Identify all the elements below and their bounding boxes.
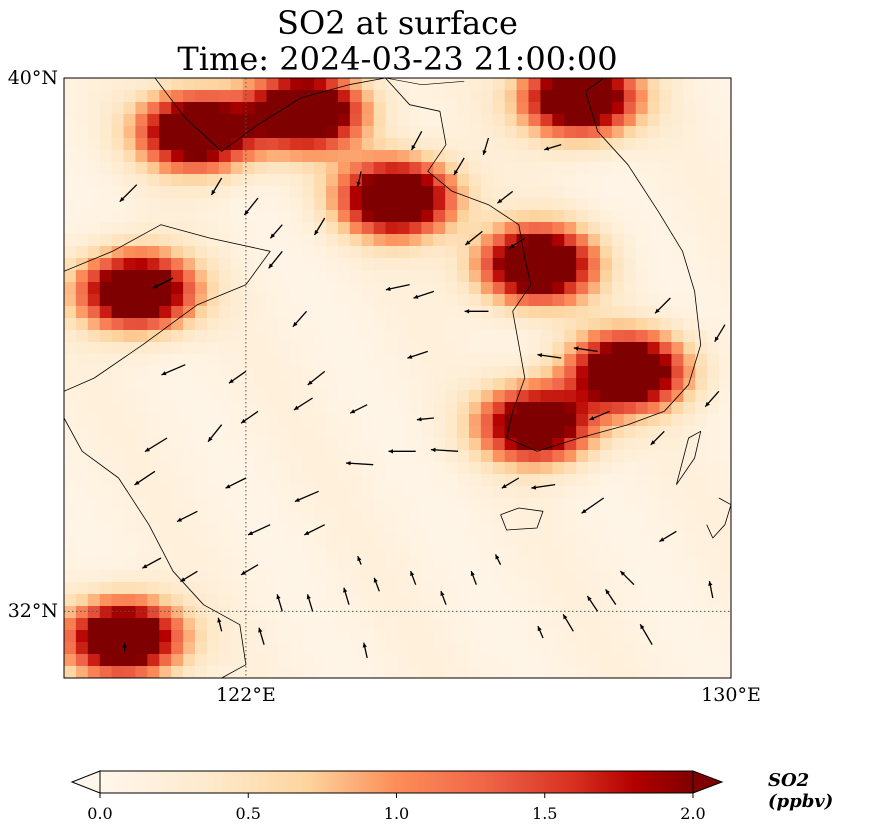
wind-arrow bbox=[537, 353, 562, 359]
wind-arrow bbox=[307, 370, 326, 386]
wind-arrow bbox=[589, 410, 610, 421]
wind-arrow bbox=[142, 557, 162, 569]
so2-field bbox=[64, 78, 731, 678]
wind-arrow bbox=[388, 449, 416, 454]
colorbar-gradient bbox=[100, 771, 693, 793]
wind-arrow bbox=[409, 570, 417, 585]
wind-arrow bbox=[258, 627, 265, 645]
wind-arrow bbox=[639, 623, 653, 645]
wind-arrow bbox=[704, 390, 720, 408]
lon-tick-label: 122°E bbox=[216, 684, 276, 706]
colorbar-tick-label: 1.5 bbox=[532, 804, 558, 823]
wind-arrow bbox=[228, 370, 247, 384]
wind-arrow bbox=[210, 177, 223, 196]
colorbar-tick-label: 1.0 bbox=[383, 804, 410, 823]
wind-arrow bbox=[144, 437, 168, 453]
lon-tick-label: 130°E bbox=[701, 684, 761, 706]
wind-arrow bbox=[430, 447, 459, 453]
wind-arrow bbox=[416, 417, 434, 422]
wind-arrow bbox=[292, 310, 308, 328]
wind-arrow bbox=[407, 350, 429, 359]
colorbar-tick-label: 2.0 bbox=[680, 804, 706, 823]
colorbar-tick-label: 0.0 bbox=[87, 804, 113, 823]
wind-arrow bbox=[293, 397, 313, 411]
wind-arrow bbox=[581, 497, 605, 514]
colorbar-tick-label: 0.5 bbox=[235, 804, 261, 823]
gridlines bbox=[64, 78, 731, 678]
wind-arrow bbox=[562, 613, 574, 632]
wind-arrow bbox=[605, 589, 617, 606]
wind-arrow bbox=[464, 230, 483, 246]
wind-arrow bbox=[304, 524, 326, 536]
wind-arrow bbox=[482, 137, 490, 156]
wind-arrow bbox=[225, 477, 247, 489]
wind-arrow bbox=[122, 642, 127, 652]
wind-arrow bbox=[464, 309, 489, 314]
wind-arrow bbox=[509, 237, 526, 249]
wind-arrow bbox=[659, 530, 677, 543]
wind-arrow bbox=[494, 554, 502, 565]
wind-arrow bbox=[362, 642, 368, 659]
wind-arrow bbox=[346, 461, 374, 466]
wind-arrow bbox=[119, 184, 138, 203]
wind-arrow bbox=[619, 570, 635, 586]
coastlines bbox=[64, 78, 731, 678]
lat-tick-label: 40°N bbox=[7, 67, 58, 89]
wind-arrow bbox=[440, 590, 447, 605]
colorbar-label: SO2 (ppbv) bbox=[768, 770, 834, 812]
wind-arrow bbox=[470, 570, 477, 585]
colorbar-extend-high bbox=[692, 770, 724, 794]
wind-arrow bbox=[356, 171, 362, 187]
wind-arrow bbox=[343, 587, 350, 605]
map-frame bbox=[63, 77, 732, 679]
wind-arrow bbox=[207, 424, 223, 443]
wind-arrow bbox=[501, 477, 520, 489]
wind-arrow bbox=[247, 524, 271, 536]
wind-arrow bbox=[306, 594, 314, 612]
wind-arrow bbox=[269, 224, 283, 239]
wind-arrow bbox=[537, 625, 544, 639]
wind-arrow bbox=[531, 484, 556, 490]
wind-arrow bbox=[650, 430, 665, 446]
wind-arrow bbox=[152, 277, 174, 289]
map-title-line2: Time: 2024-03-23 21:00:00 bbox=[177, 40, 618, 78]
wind-arrow bbox=[134, 470, 156, 486]
wind-arrow bbox=[217, 617, 223, 632]
colorbar bbox=[70, 770, 724, 798]
wind-arrow bbox=[240, 410, 259, 424]
wind-vectors bbox=[119, 131, 726, 659]
wind-arrow bbox=[654, 297, 671, 314]
wind-arrow bbox=[357, 555, 362, 565]
wind-arrow bbox=[240, 564, 259, 576]
wind-arrow bbox=[313, 217, 326, 236]
colorbar-extend-low bbox=[70, 770, 101, 794]
wind-arrow bbox=[180, 570, 198, 583]
wind-arrow bbox=[276, 594, 283, 612]
wind-arrow bbox=[708, 580, 714, 599]
wind-arrow bbox=[349, 404, 368, 414]
wind-arrow bbox=[573, 346, 598, 352]
wind-arrow bbox=[373, 577, 380, 592]
wind-arrow bbox=[161, 364, 186, 376]
wind-arrow bbox=[243, 197, 259, 216]
wind-arrow bbox=[453, 157, 465, 176]
wind-arrow bbox=[586, 595, 599, 612]
wind-arrow bbox=[497, 190, 514, 204]
wind-arrow bbox=[294, 490, 319, 503]
wind-arrow bbox=[385, 284, 410, 291]
wind-arrow bbox=[176, 510, 198, 523]
map-title-line1: SO2 at surface bbox=[277, 4, 518, 42]
wind-arrow bbox=[410, 131, 423, 151]
wind-arrow bbox=[714, 324, 726, 343]
lat-tick-label: 32°N bbox=[7, 600, 58, 623]
wind-arrow bbox=[544, 144, 562, 151]
wind-arrow bbox=[413, 290, 435, 299]
wind-arrow bbox=[268, 250, 283, 269]
